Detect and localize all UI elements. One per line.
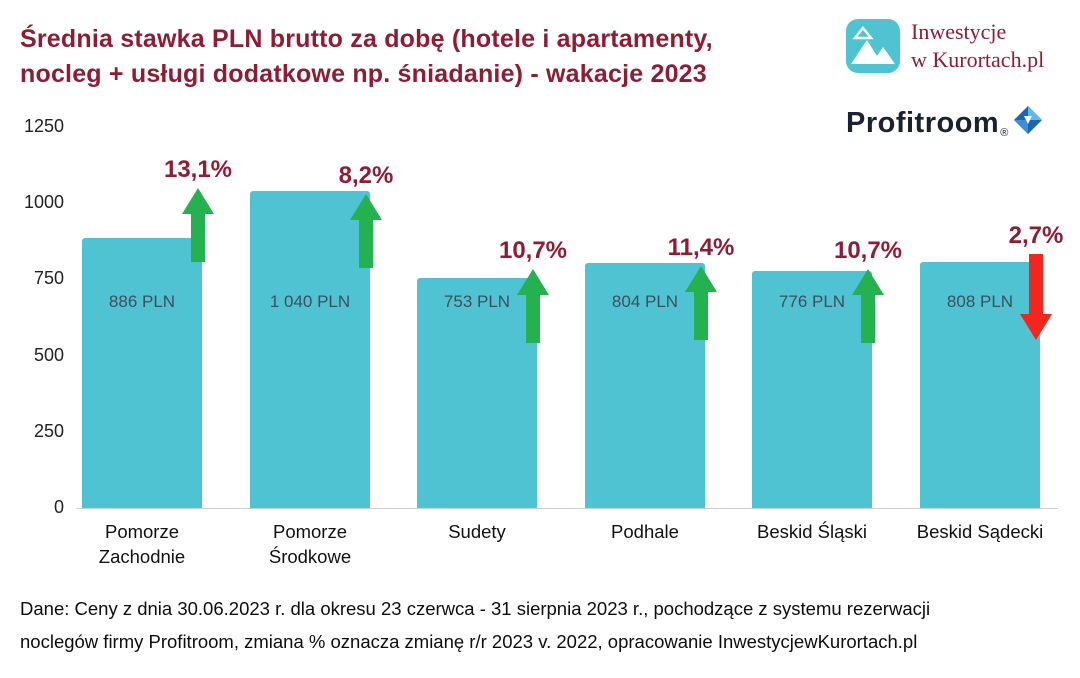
x-axis-label: Beskid Śląski (756, 521, 867, 542)
change-percent-label: 11,4% (667, 234, 735, 261)
chart-title-line-2: nocleg + usługi dodatkowe np. śniadanie)… (20, 60, 707, 88)
y-axis-tick-label: 1250 (23, 116, 64, 136)
increase-arrow-icon (182, 188, 214, 262)
bar-value-label: 776 PLN (778, 292, 846, 311)
decrease-arrow-icon (1020, 254, 1052, 340)
bar-5 (752, 271, 872, 508)
change-percent-label: 8,2% (338, 162, 394, 189)
y-axis-tick-label: 0 (53, 497, 64, 517)
bar-value-label: 886 PLN (108, 292, 176, 311)
chart-title: Średnia stawka PLN brutto za dobę (hotel… (20, 22, 713, 92)
x-axis-label: Pomorze Środkowe (268, 521, 352, 567)
x-axis-label: Sudety (448, 521, 506, 542)
change-percent-label: 10,7% (833, 237, 903, 264)
bar-4 (585, 262, 705, 508)
change-percent-label: 10,7% (498, 237, 568, 264)
kurorty-logo-text-line-1: Inwestycje (911, 19, 1007, 44)
profitroom-logo-text: Profitroom (846, 106, 1000, 139)
increase-arrow-icon (517, 269, 549, 343)
bar-6 (920, 261, 1040, 508)
bar-3 (417, 278, 537, 508)
increase-arrow-icon (852, 269, 884, 343)
kurorty-logo-text-line-2: w Kurortach.pl (911, 47, 1045, 72)
bar-value-label: 804 PLN (611, 292, 679, 311)
footer-note: Dane: Ceny z dnia 30.06.2023 r. dla okre… (20, 592, 1065, 658)
kurorty-logo-text: Inwestycje w Kurortach.pl (911, 18, 1044, 74)
bar-value-label: 1 040 PLN (269, 292, 351, 311)
x-axis-label: Pomorze Zachodnie (98, 521, 186, 567)
change-percent-label: 13,1% (163, 156, 233, 183)
bar-value-label: 808 PLN (946, 292, 1014, 311)
y-axis-tick-label: 1000 (23, 192, 64, 213)
x-axis-line (76, 508, 1058, 509)
y-axis-tick-label: 750 (33, 268, 64, 289)
x-axis-label: Podhale (611, 521, 679, 542)
profitroom-diamond-icon (1014, 106, 1043, 134)
registered-trademark-symbol: ® (1000, 127, 1009, 139)
increase-arrow-icon (350, 194, 382, 268)
chart-title-line-1: Średnia stawka PLN brutto za dobę (hotel… (20, 25, 713, 53)
x-axis-label: Beskid Sądecki (916, 521, 1044, 542)
change-percent-label: 2,7% (1008, 222, 1064, 249)
bar-1 (82, 237, 202, 508)
bar-2 (250, 191, 370, 508)
y-axis-tick-label: 250 (33, 420, 64, 441)
increase-arrow-icon (685, 266, 717, 340)
profitroom-logo: Profitroom ® (846, 104, 1044, 142)
footer-line-2: noclegów firmy Profitroom, zmiana % ozna… (20, 631, 918, 652)
inwestycje-w-kurortach-logo: Inwestycje w Kurortach.pl (845, 18, 1044, 74)
mountain-icon (846, 19, 900, 73)
footer-line-1: Dane: Ceny z dnia 30.06.2023 r. dla okre… (20, 598, 931, 619)
y-axis-tick-label: 500 (33, 344, 64, 365)
bar-value-label: 753 PLN (443, 292, 511, 311)
